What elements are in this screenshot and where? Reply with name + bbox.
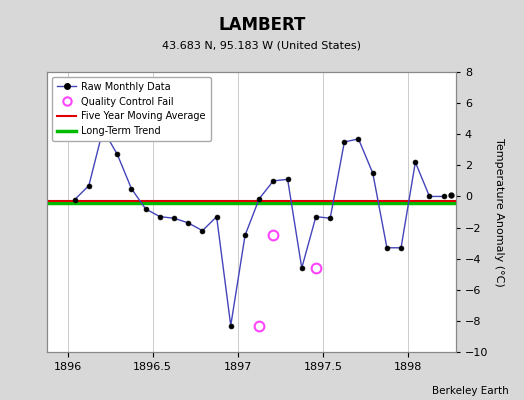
Legend: Raw Monthly Data, Quality Control Fail, Five Year Moving Average, Long-Term Tren: Raw Monthly Data, Quality Control Fail, … (52, 77, 211, 141)
Y-axis label: Temperature Anomaly (°C): Temperature Anomaly (°C) (494, 138, 504, 286)
Text: LAMBERT: LAMBERT (219, 16, 305, 34)
Text: 43.683 N, 95.183 W (United States): 43.683 N, 95.183 W (United States) (162, 40, 362, 50)
Text: Berkeley Earth: Berkeley Earth (432, 386, 508, 396)
